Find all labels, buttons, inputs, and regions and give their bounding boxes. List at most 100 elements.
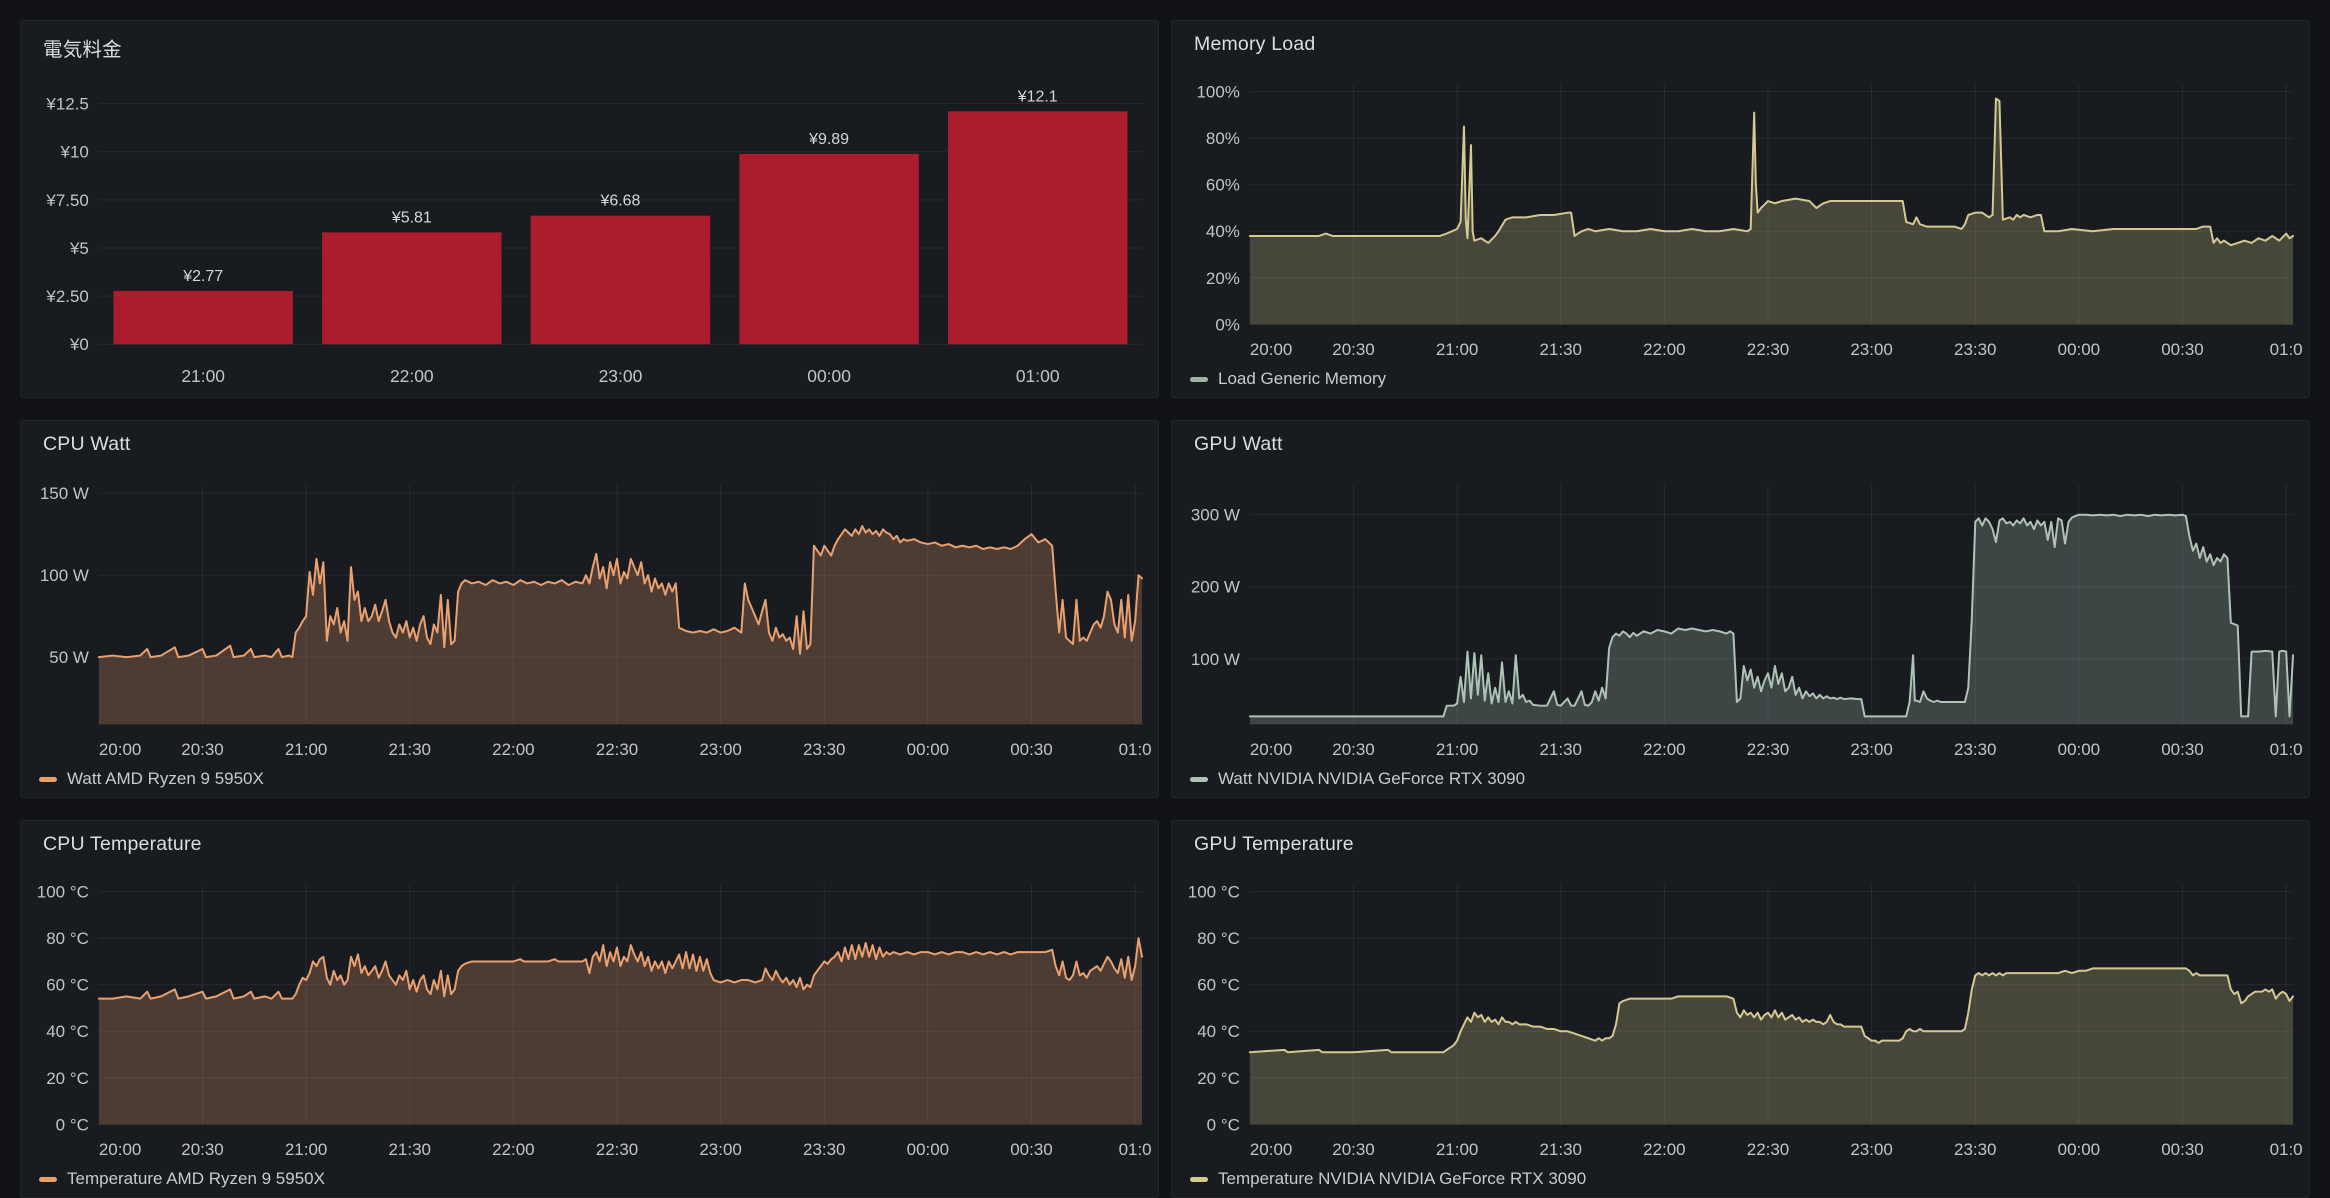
- x-tick-label: 22:30: [1747, 740, 1789, 759]
- x-tick-label: 22:00: [1643, 1140, 1685, 1159]
- x-tick-label: 20:00: [1250, 340, 1292, 359]
- panel-legend: Watt AMD Ryzen 9 5950X: [39, 769, 264, 789]
- x-tick-label: 21:00: [285, 740, 327, 759]
- y-tick-label: ¥12.5: [45, 95, 88, 114]
- x-tick-label: 21:30: [1540, 340, 1582, 359]
- x-tick-label: 22:00: [390, 366, 434, 386]
- y-tick-label: 0 °C: [56, 1115, 89, 1134]
- x-tick-label: 21:30: [389, 1140, 431, 1159]
- cpu-temperature-area-chart[interactable]: 20:00 20:30 21:00 21:30 22:00 22:30 23:00 23:30…: [21, 821, 1158, 1197]
- y-tick-label: ¥7.50: [45, 191, 88, 210]
- x-tick-label: 20:30: [1332, 340, 1374, 359]
- y-tick-label: 60%: [1206, 176, 1240, 195]
- panel-gpu-temperature: GPU Temperature 20:00 20:30 21:00 21:30 22:0…: [1171, 820, 2310, 1198]
- bar: [113, 290, 293, 345]
- panel-title[interactable]: Memory Load: [1194, 33, 1316, 55]
- panel-legend: Load Generic Memory: [1190, 369, 1386, 389]
- memory-load-area-chart[interactable]: 20:00 20:30 21:00 21:30 22:00 22:30 23:00 23:30…: [1172, 21, 2309, 397]
- y-tick-label: 80%: [1206, 129, 1240, 148]
- x-tick-label: 22:30: [596, 740, 638, 759]
- x-tick-label: 21:00: [1436, 340, 1478, 359]
- panel-title[interactable]: GPU Temperature: [1194, 833, 1354, 855]
- bar-value-label: ¥9.89: [808, 131, 849, 148]
- legend-swatch: [39, 776, 57, 782]
- y-tick-label: ¥2.50: [45, 287, 88, 306]
- cpu-watt-area-chart[interactable]: 20:00 20:30 21:00 21:30 22:00 22:30 23:00 23:30…: [21, 421, 1158, 797]
- x-tick-label: 20:30: [1332, 740, 1374, 759]
- x-tick-label: 00:00: [807, 366, 851, 386]
- electricity-cost-bar-chart[interactable]: ¥0 ¥2.50 ¥5 ¥7.50 ¥10 ¥12.5 ¥2.77 21:00 ¥5.81 22:…: [21, 21, 1158, 397]
- y-tick-label: 100 W: [40, 566, 89, 585]
- x-tick-label: 22:30: [1747, 1140, 1789, 1159]
- y-tick-label: 20 °C: [46, 1069, 89, 1088]
- x-tick-label: 00:30: [2161, 340, 2203, 359]
- x-tick-label: 23:30: [803, 1140, 845, 1159]
- memory-load-chart[interactable]: 20:00 20:30 21:00 21:30 22:00 22:30 23:00 23:30…: [1172, 21, 2309, 397]
- x-tick-label: 23:00: [1850, 340, 1892, 359]
- panel-legend: Watt NVIDIA NVIDIA GeForce RTX 3090: [1190, 769, 1525, 789]
- gpu-watt-chart[interactable]: 20:00 20:30 21:00 21:30 22:00 22:30 23:00 23:30…: [1172, 421, 2309, 797]
- x-tick-label: 23:30: [803, 740, 845, 759]
- legend-label[interactable]: Temperature AMD Ryzen 9 5950X: [67, 1169, 325, 1188]
- legend-label[interactable]: Load Generic Memory: [1218, 369, 1387, 388]
- y-tick-label: 150 W: [40, 484, 89, 503]
- series-line: [1248, 513, 2295, 718]
- y-tick-label: 40 °C: [46, 1022, 89, 1041]
- x-tick-label: 23:30: [1954, 1140, 1996, 1159]
- y-tick-label: 60 °C: [1197, 976, 1240, 995]
- y-tick-label: 100%: [1196, 83, 1239, 102]
- x-tick-label: 01:0: [1119, 740, 1152, 759]
- series-line: [1248, 967, 2295, 1054]
- panel-title[interactable]: CPU Temperature: [43, 833, 202, 855]
- y-tick-label: 20 °C: [1197, 1069, 1240, 1088]
- y-tick-label: 200 W: [1191, 578, 1240, 597]
- bar-value-label: ¥6.68: [599, 193, 640, 210]
- cpu-watt-chart[interactable]: 20:00 20:30 21:00 21:30 22:00 22:30 23:00 23:30…: [21, 421, 1158, 797]
- panel-title[interactable]: 電気料金: [43, 39, 122, 61]
- x-tick-label: 22:30: [1747, 340, 1789, 359]
- x-tick-label: 21:30: [1540, 740, 1582, 759]
- gpu-temperature-area-chart[interactable]: 20:00 20:30 21:00 21:30 22:00 22:30 23:00 23:30…: [1172, 821, 2309, 1197]
- panel-title[interactable]: GPU Watt: [1194, 433, 1283, 455]
- y-tick-label: 40 °C: [1197, 1022, 1240, 1041]
- x-tick-label: 23:00: [1850, 1140, 1892, 1159]
- x-tick-label: 00:30: [2161, 740, 2203, 759]
- y-tick-label: 80 °C: [1197, 929, 1240, 948]
- y-tick-label: 100 °C: [1188, 883, 1240, 902]
- cpu-temperature-chart[interactable]: 20:00 20:30 21:00 21:30 22:00 22:30 23:00 23:30…: [21, 821, 1158, 1197]
- y-tick-label: 100 °C: [37, 883, 89, 902]
- y-tick-label: 0 °C: [1207, 1115, 1240, 1134]
- electricity-cost-chart[interactable]: ¥0 ¥2.50 ¥5 ¥7.50 ¥10 ¥12.5 ¥2.77 21:00 ¥5.81 22:…: [21, 21, 1158, 397]
- legend-label[interactable]: Temperature NVIDIA NVIDIA GeForce RTX 30…: [1218, 1169, 1587, 1188]
- gpu-watt-area-chart[interactable]: 20:00 20:30 21:00 21:30 22:00 22:30 23:00 23:30…: [1172, 421, 2309, 797]
- series-line: [1248, 97, 2295, 247]
- x-tick-label: 20:00: [99, 740, 141, 759]
- x-tick-label: 21:30: [389, 740, 431, 759]
- bar-value-label: ¥2.77: [182, 268, 223, 285]
- x-tick-label: 23:00: [1850, 740, 1892, 759]
- y-tick-label: 80 °C: [46, 929, 89, 948]
- legend-swatch: [1190, 376, 1208, 382]
- x-tick-label: 23:00: [699, 1140, 741, 1159]
- x-tick-label: 01:0: [2270, 340, 2303, 359]
- gpu-temperature-chart[interactable]: 20:00 20:30 21:00 21:30 22:00 22:30 23:00 23:30…: [1172, 821, 2309, 1197]
- legend-label[interactable]: Watt NVIDIA NVIDIA GeForce RTX 3090: [1218, 769, 1526, 788]
- bar: [530, 215, 711, 345]
- x-tick-label: 21:00: [285, 1140, 327, 1159]
- panel-memory-load: Memory Load 20:00 20:30 21:00 21:30 22:00 22:…: [1171, 20, 2310, 398]
- x-tick-label: 00:30: [1010, 1140, 1052, 1159]
- panel-title[interactable]: CPU Watt: [43, 433, 131, 455]
- y-tick-label: 50 W: [49, 648, 89, 667]
- y-tick-label: ¥10: [60, 143, 89, 162]
- x-tick-label: 00:00: [2058, 740, 2100, 759]
- x-tick-label: 00:00: [2058, 1140, 2100, 1159]
- bar-value-label: ¥5.81: [391, 209, 432, 226]
- y-tick-label: 0%: [1215, 315, 1240, 334]
- x-tick-label: 01:0: [2270, 740, 2303, 759]
- panel-cpu-watt: CPU Watt 20:00 20:30 21:00 21:30 22:00 22:30 2…: [20, 420, 1159, 798]
- bar: [739, 153, 919, 345]
- series-area: [1249, 968, 2294, 1125]
- series-area: [98, 938, 1143, 1125]
- legend-label[interactable]: Watt AMD Ryzen 9 5950X: [67, 769, 264, 788]
- x-tick-label: 20:00: [1250, 1140, 1292, 1159]
